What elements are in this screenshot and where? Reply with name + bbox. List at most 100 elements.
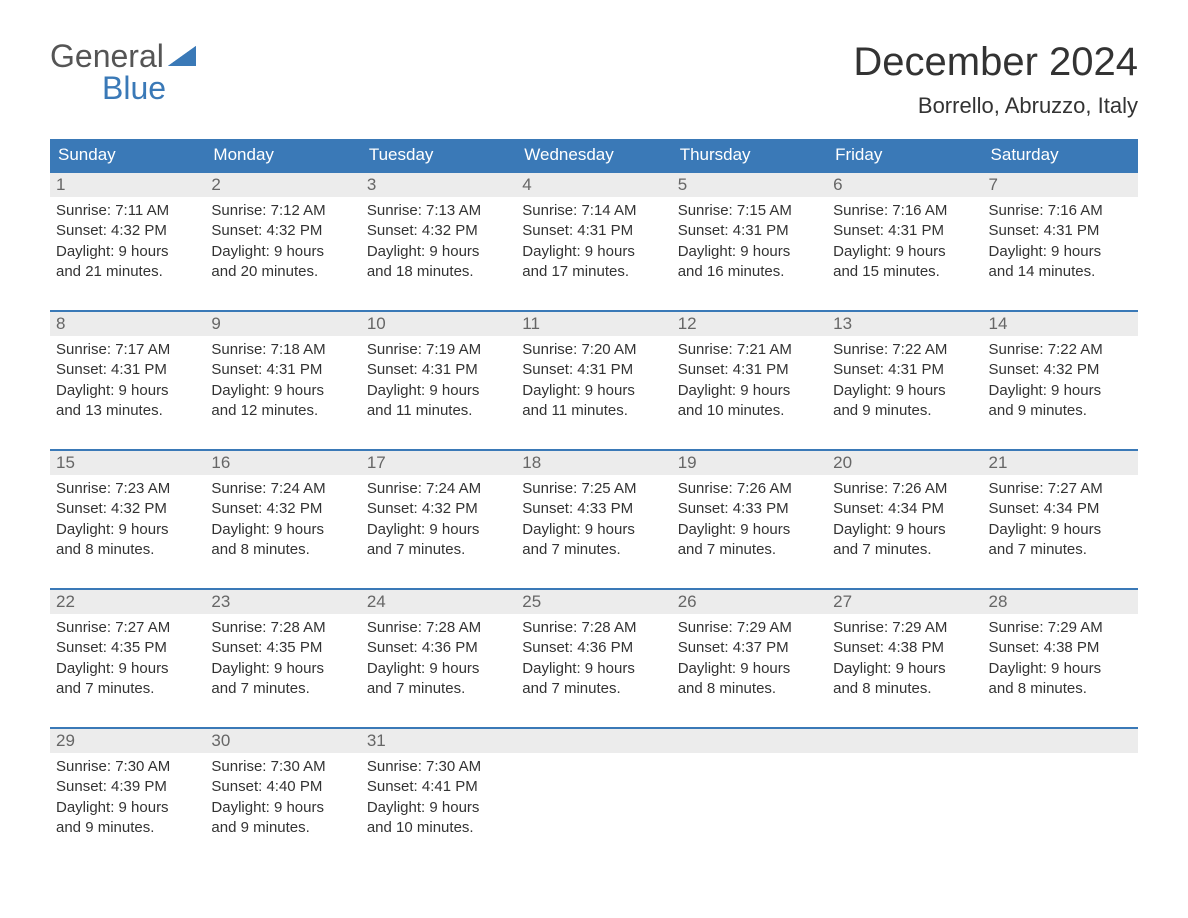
daylight-line1: Daylight: 9 hours (522, 520, 665, 540)
sunrise: Sunrise: 7:30 AM (211, 757, 354, 777)
daylight-line1: Daylight: 9 hours (833, 520, 976, 540)
sunset: Sunset: 4:36 PM (367, 638, 510, 658)
daylight-line2: and 8 minutes. (211, 540, 354, 560)
day-content-row: Sunrise: 7:17 AMSunset: 4:31 PMDaylight:… (50, 336, 1138, 431)
day-cell: Sunrise: 7:25 AMSunset: 4:33 PMDaylight:… (516, 475, 671, 570)
day-number: 28 (983, 588, 1138, 614)
day-header: Monday (205, 139, 360, 171)
day-number (827, 727, 982, 753)
day-number: 16 (205, 449, 360, 475)
sunset: Sunset: 4:32 PM (211, 499, 354, 519)
daylight-line2: and 8 minutes. (833, 679, 976, 699)
day-cell: Sunrise: 7:28 AMSunset: 4:36 PMDaylight:… (361, 614, 516, 709)
day-number: 9 (205, 310, 360, 336)
day-number: 15 (50, 449, 205, 475)
day-number: 25 (516, 588, 671, 614)
calendar-table: SundayMondayTuesdayWednesdayThursdayFrid… (50, 139, 1138, 848)
day-number: 10 (361, 310, 516, 336)
daylight-line2: and 16 minutes. (678, 262, 821, 282)
sunrise: Sunrise: 7:26 AM (833, 479, 976, 499)
sunset: Sunset: 4:31 PM (678, 221, 821, 241)
sunset: Sunset: 4:32 PM (56, 221, 199, 241)
daylight-line2: and 9 minutes. (833, 401, 976, 421)
sunrise: Sunrise: 7:29 AM (989, 618, 1132, 638)
sunrise: Sunrise: 7:25 AM (522, 479, 665, 499)
day-content-row: Sunrise: 7:23 AMSunset: 4:32 PMDaylight:… (50, 475, 1138, 570)
sunrise: Sunrise: 7:28 AM (211, 618, 354, 638)
daylight-line2: and 15 minutes. (833, 262, 976, 282)
daylight-line2: and 17 minutes. (522, 262, 665, 282)
daylight-line1: Daylight: 9 hours (989, 381, 1132, 401)
daylight-line1: Daylight: 9 hours (367, 798, 510, 818)
sunset: Sunset: 4:31 PM (989, 221, 1132, 241)
week-spacer (50, 292, 1138, 310)
sunset: Sunset: 4:40 PM (211, 777, 354, 797)
daylight-line1: Daylight: 9 hours (522, 659, 665, 679)
day-cell: Sunrise: 7:20 AMSunset: 4:31 PMDaylight:… (516, 336, 671, 431)
day-number (516, 727, 671, 753)
daylight-line1: Daylight: 9 hours (211, 798, 354, 818)
day-number: 11 (516, 310, 671, 336)
day-number: 22 (50, 588, 205, 614)
sunset: Sunset: 4:31 PM (833, 360, 976, 380)
sunset: Sunset: 4:32 PM (367, 221, 510, 241)
sunrise: Sunrise: 7:24 AM (367, 479, 510, 499)
daylight-line2: and 7 minutes. (211, 679, 354, 699)
daylight-line2: and 9 minutes. (56, 818, 199, 838)
day-number-row: 293031 (50, 727, 1138, 753)
sunrise: Sunrise: 7:22 AM (989, 340, 1132, 360)
sunset: Sunset: 4:39 PM (56, 777, 199, 797)
header: General Blue December 2024 Borrello, Abr… (50, 40, 1138, 119)
week-spacer (50, 431, 1138, 449)
daylight-line2: and 7 minutes. (833, 540, 976, 560)
sunset: Sunset: 4:31 PM (522, 221, 665, 241)
daylight-line1: Daylight: 9 hours (367, 242, 510, 262)
daylight-line1: Daylight: 9 hours (211, 381, 354, 401)
daylight-line1: Daylight: 9 hours (56, 242, 199, 262)
day-number: 27 (827, 588, 982, 614)
daylight-line2: and 8 minutes. (989, 679, 1132, 699)
daylight-line1: Daylight: 9 hours (522, 242, 665, 262)
day-number: 1 (50, 171, 205, 197)
day-cell: Sunrise: 7:24 AMSunset: 4:32 PMDaylight:… (205, 475, 360, 570)
day-cell: Sunrise: 7:22 AMSunset: 4:32 PMDaylight:… (983, 336, 1138, 431)
logo-text-blue: Blue (102, 72, 166, 104)
day-cell: Sunrise: 7:30 AMSunset: 4:41 PMDaylight:… (361, 753, 516, 848)
month-title: December 2024 (853, 40, 1138, 85)
sunrise: Sunrise: 7:14 AM (522, 201, 665, 221)
day-number: 18 (516, 449, 671, 475)
day-number: 13 (827, 310, 982, 336)
daylight-line2: and 7 minutes. (367, 679, 510, 699)
sunrise: Sunrise: 7:16 AM (833, 201, 976, 221)
week-spacer (50, 709, 1138, 727)
sunset: Sunset: 4:35 PM (211, 638, 354, 658)
daylight-line2: and 7 minutes. (989, 540, 1132, 560)
sunset: Sunset: 4:32 PM (367, 499, 510, 519)
sunset: Sunset: 4:33 PM (522, 499, 665, 519)
daylight-line1: Daylight: 9 hours (989, 659, 1132, 679)
title-block: December 2024 Borrello, Abruzzo, Italy (853, 40, 1138, 119)
day-cell (672, 753, 827, 848)
day-content-row: Sunrise: 7:27 AMSunset: 4:35 PMDaylight:… (50, 614, 1138, 709)
sunrise: Sunrise: 7:28 AM (522, 618, 665, 638)
daylight-line1: Daylight: 9 hours (678, 659, 821, 679)
day-number: 30 (205, 727, 360, 753)
day-cell: Sunrise: 7:24 AMSunset: 4:32 PMDaylight:… (361, 475, 516, 570)
day-number: 12 (672, 310, 827, 336)
daylight-line1: Daylight: 9 hours (678, 242, 821, 262)
day-number: 17 (361, 449, 516, 475)
sunrise: Sunrise: 7:28 AM (367, 618, 510, 638)
sunset: Sunset: 4:32 PM (56, 499, 199, 519)
daylight-line1: Daylight: 9 hours (56, 381, 199, 401)
daylight-line2: and 9 minutes. (211, 818, 354, 838)
daylight-line1: Daylight: 9 hours (989, 520, 1132, 540)
day-number: 4 (516, 171, 671, 197)
daylight-line2: and 8 minutes. (678, 679, 821, 699)
sunrise: Sunrise: 7:13 AM (367, 201, 510, 221)
day-cell: Sunrise: 7:30 AMSunset: 4:39 PMDaylight:… (50, 753, 205, 848)
daylight-line2: and 7 minutes. (367, 540, 510, 560)
sunset: Sunset: 4:41 PM (367, 777, 510, 797)
day-content-row: Sunrise: 7:30 AM Sunset: 4:39 PM Daylight:… (50, 753, 1138, 848)
sunrise: Sunrise: 7:12 AM (211, 201, 354, 221)
sunset: Sunset: 4:32 PM (989, 360, 1132, 380)
